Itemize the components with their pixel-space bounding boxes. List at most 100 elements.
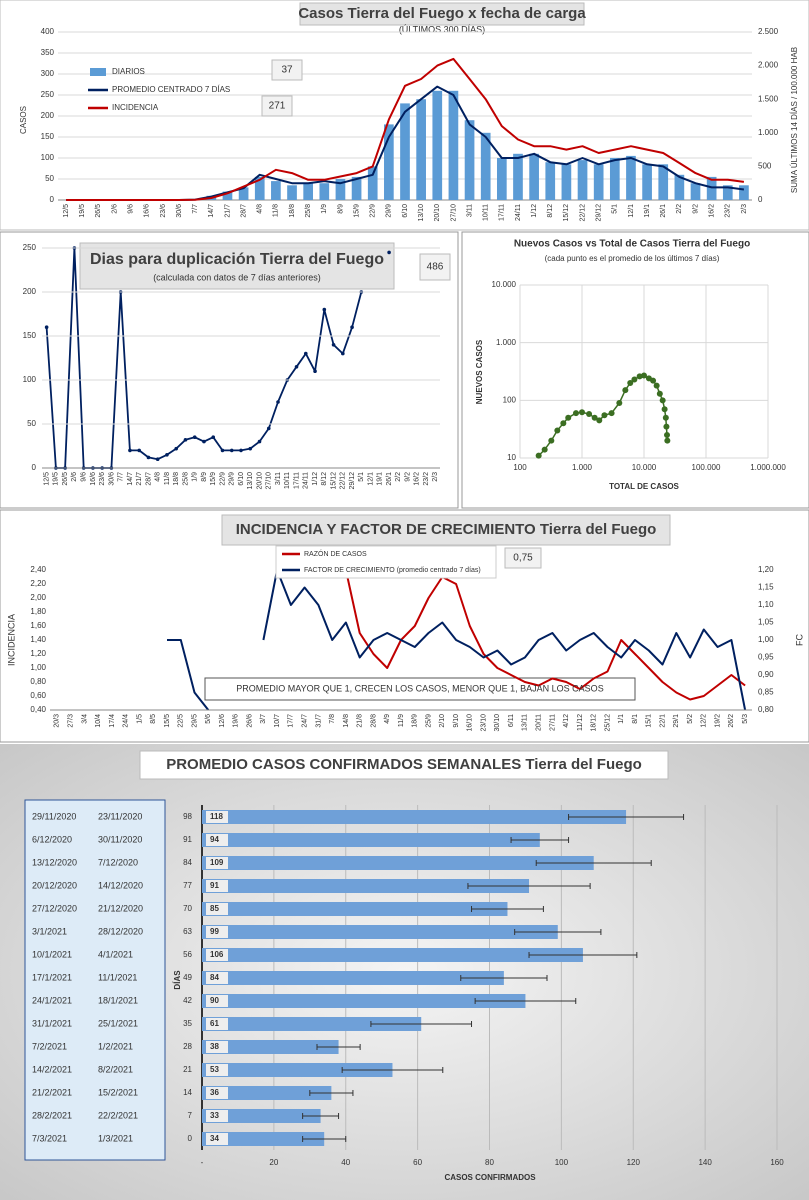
x-tick-label: 26/5: [62, 472, 69, 486]
point: [616, 399, 623, 406]
value-box: [504, 547, 542, 569]
x-tick-label: 16/6: [90, 472, 97, 486]
bar: [287, 185, 297, 200]
value-label: 99: [210, 927, 219, 936]
x-tick-label: 10.000: [632, 463, 657, 472]
marker: [239, 448, 243, 453]
y-tick-label: 28: [183, 1042, 192, 1051]
table-cell: 7/2/2021: [32, 1041, 67, 1051]
bar: [739, 185, 749, 200]
legend-swatch: [90, 68, 106, 76]
table-cell: 31/1/2021: [32, 1018, 72, 1028]
y-tick-label: 100: [23, 375, 37, 384]
y-tick-label: 1.000: [758, 128, 779, 137]
value-label-bg: [206, 1133, 228, 1145]
x-tick-label: 10/11: [483, 204, 490, 221]
y-tick-label: 1,20: [758, 565, 774, 574]
y-tick-label: 1.000: [496, 338, 517, 347]
y-tick-label: 500: [758, 162, 772, 171]
point: [656, 390, 663, 397]
point: [631, 376, 638, 383]
y-tick-label: 0: [50, 195, 55, 204]
table-cell: 21/12/2020: [98, 903, 143, 913]
legend-label: PROMEDIO CENTRADO 7 DÍAS: [112, 85, 230, 94]
point: [535, 452, 542, 459]
x-tick-label: 26/1: [660, 204, 667, 218]
y-tick-label: 1,80: [30, 607, 46, 616]
x-tick-label: 16/10: [467, 714, 474, 732]
bar: [432, 90, 443, 200]
y-axis-label: DÍAS: [173, 970, 182, 990]
point: [596, 417, 603, 424]
y-tick-label: 35: [183, 1019, 192, 1028]
x-tick-label: 25/9: [425, 714, 432, 728]
bar: [202, 1040, 339, 1054]
bar: [254, 176, 265, 200]
x-tick-label: 2/3: [741, 204, 748, 214]
point: [579, 409, 585, 416]
x-tick-label: 40: [341, 1158, 350, 1167]
y-tick-label: 63: [183, 927, 192, 936]
x-tick-label: 13/10: [247, 472, 254, 490]
marker: [44, 325, 49, 330]
marker: [137, 448, 141, 453]
x-tick-label: 4/9: [384, 714, 391, 724]
marker: [313, 369, 317, 374]
x-tick-label: 3/11: [275, 472, 282, 485]
x-tick-label: 19/5: [79, 204, 86, 218]
x-tick-label: 20/10: [434, 204, 441, 222]
x-tick-label: 4/8: [155, 472, 162, 482]
value-box: [261, 95, 293, 117]
table-cell: 23/11/2020: [98, 811, 142, 821]
marker: [202, 439, 206, 444]
value-label-bg: [206, 1064, 228, 1076]
bar: [202, 856, 594, 870]
x-axis-label: CASOS CONFIRMADOS: [444, 1173, 536, 1182]
point: [554, 427, 561, 434]
point: [664, 432, 671, 439]
x-tick-label: 20/11: [535, 714, 542, 731]
table-cell: 1/2/2021: [98, 1041, 133, 1051]
bar: [351, 176, 362, 200]
legend-label: DIARIOS: [112, 67, 145, 76]
x-tick-label: 20: [269, 1158, 278, 1167]
y-tick-label: 2.500: [758, 27, 779, 36]
x-tick-label: 10/7: [274, 714, 281, 728]
value-label: 106: [210, 950, 224, 959]
x-tick-label: 27/10: [450, 204, 457, 222]
x-tick-label: 1/12: [531, 204, 538, 218]
x-tick-label: 26/1: [386, 472, 393, 486]
bar: [674, 174, 685, 200]
marker: [128, 448, 132, 453]
x-tick-label: 23/2: [423, 472, 430, 486]
bar: [609, 158, 620, 200]
chart-subtitle: (cada punto es el promedio de los último…: [545, 254, 720, 263]
x-tick-label: 30/6: [108, 472, 115, 486]
marker: [229, 448, 234, 453]
marker: [183, 438, 188, 442]
marker: [248, 446, 253, 451]
bar: [448, 90, 459, 200]
marker: [341, 351, 345, 356]
y-tick-label: 200: [41, 111, 55, 120]
value-box: [271, 59, 303, 81]
value-label: 90: [210, 996, 219, 1005]
x-tick-label: 22/1: [659, 714, 666, 728]
x-tick-label: 25/12: [604, 714, 611, 732]
value-label: 38: [210, 1042, 219, 1051]
x-tick-label: 24/11: [303, 472, 310, 489]
bar: [626, 155, 636, 200]
bar: [384, 124, 394, 200]
value-label: 53: [210, 1065, 219, 1074]
x-tick-label: 8/12: [321, 472, 328, 486]
bar: [202, 833, 540, 847]
bar: [545, 162, 556, 200]
point: [586, 410, 593, 417]
x-tick-label: 2/6: [71, 472, 78, 482]
value-box: [419, 253, 451, 281]
x-tick-label: 15/1: [646, 714, 653, 728]
x-tick-label: 100.000: [692, 463, 721, 472]
x-tick-label: 23/6: [99, 472, 106, 486]
y-tick-label: 14: [183, 1088, 192, 1097]
x-tick-label: 21/8: [357, 714, 364, 728]
